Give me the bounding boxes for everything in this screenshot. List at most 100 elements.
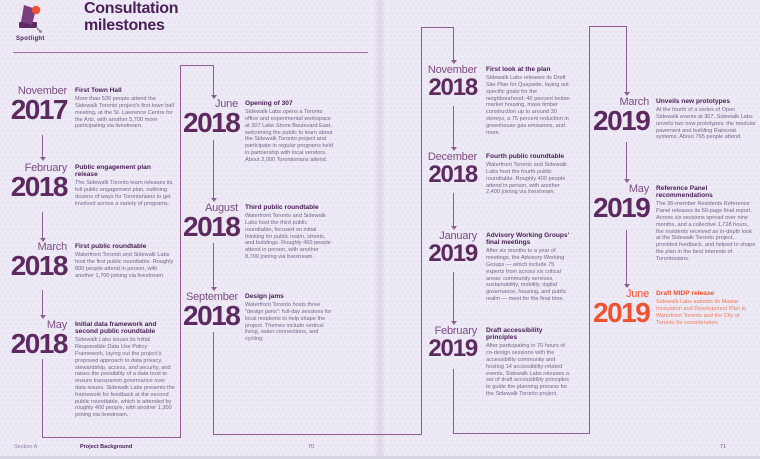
entry-month: March [37,241,67,253]
timeline-entry: May 2018 Initial data framework and seco… [8,320,175,419]
entry-month: February [24,162,68,174]
entry-year: 2018 [183,107,241,138]
entry-title: Design jams [245,293,284,300]
timeline-connector [421,27,422,434]
entry-year: 2018 [428,161,478,188]
entry-title: Opening of 307 [245,100,293,107]
entry-title: Public engagement plan release [75,164,151,179]
entry-date: May 2019 [593,184,651,222]
timeline-connector [453,433,590,434]
arrow-down-icon [211,287,217,291]
entry-body: Waterfront Toronto and Sidewalk Labs hos… [245,213,331,260]
timeline-connector [213,332,214,434]
entry-month: August [204,202,238,214]
entry-year: 2019 [593,105,651,136]
entry-month: June [625,288,649,300]
timeline-entry: June 2019 Draft MIDP release Sidewalk La… [593,288,756,327]
entry-year: 2018 [10,328,69,359]
entry-year: 2018 [428,74,478,101]
arrow-down-icon [624,179,630,183]
timeline-connector [453,27,454,61]
timeline-connector [42,212,43,239]
timeline-entry: August 2018 Third public roundtable Wate… [183,203,333,261]
timeline-connector [626,26,627,93]
timeline-entry: November 2017 First Town Hall More than … [8,86,175,130]
entry-title: Draft accessibility principles [486,327,543,342]
arrow-down-icon [211,95,217,99]
timeline-entry: March 2019 Unveils new prototypes At the… [593,97,756,141]
entry-title: Unveils new prototypes [656,98,731,105]
entry-text: Initial data framework and second public… [75,320,175,419]
spotlight-label: Spotlight [16,36,45,42]
entry-title: First Town Hall [75,87,122,94]
entry-text: Third public roundtable Waterfront Toron… [245,203,333,261]
entry-date: May 2018 [8,319,69,359]
entry-date: November 2017 [8,85,69,125]
entry-text: Public engagement plan release The Sidew… [75,163,175,208]
timeline-connector [453,193,454,227]
timeline-connector [213,65,214,96]
entry-body: Sidewalk Labs opens a Toronto office and… [245,109,333,163]
entry-year: 2017 [10,94,69,125]
timeline-connector [213,140,214,199]
timeline-entry: September 2018 Design jams Waterfront To… [183,292,333,343]
timeline-entry: January 2019 Advisory Working Groups' fi… [423,231,572,303]
entry-year: 2018 [183,211,241,242]
entry-text: Unveils new prototypes At the fourth of … [656,97,756,141]
arrow-down-icon [40,315,46,319]
entry-title: First public roundtable [75,243,147,250]
timeline-connector [453,272,454,322]
entry-body: Waterfront Toronto hosts three "design j… [245,302,332,343]
timeline-connector [213,243,214,288]
timeline-connector [421,27,454,28]
page-number-left: 70 [308,444,315,450]
entry-text: Opening of 307 Sidewalk Labs opens a Tor… [245,99,333,164]
arrow-down-icon [451,60,457,64]
entry-body: After six months to a year of meetings, … [486,248,567,302]
entry-date: February 2019 [423,325,478,361]
arrow-down-icon [451,147,457,151]
entry-month: September [185,291,238,303]
entry-title: Advisory Working Groups' final meetings [486,232,570,247]
entry-year: 2018 [183,300,241,331]
timeline-entry: March 2018 First public roundtable Water… [8,241,175,280]
page-number-right: 71 [720,444,727,450]
entry-date: March 2018 [8,241,69,280]
entry-month: November [17,85,67,97]
timeline-entry: June 2018 Opening of 307 Sidewalk Labs o… [183,99,333,164]
page-bottom-edge [0,456,760,459]
entry-date: June 2018 [183,98,241,138]
spotlight-icon [19,5,42,33]
timeline-entry: February 2019 Draft accessibility princi… [423,326,572,398]
arrow-down-icon [211,198,217,202]
entry-title: Draft MIDP release [656,290,715,297]
timeline-connector [180,65,214,66]
entry-text: First public roundtable Waterfront Toron… [75,242,175,279]
entry-year: 2018 [10,171,69,202]
entry-title: Fourth public roundtable [486,153,565,160]
entry-body: Sidewalk Labs issues its Initial Respons… [75,337,175,419]
entry-month: January [439,230,477,242]
entry-title: Initial data framework and second public… [75,321,157,336]
entry-body: Waterfront Toronto and Sidewalk Labs hos… [486,162,567,196]
entry-title: Reference Panel recommendations [656,185,713,200]
timeline-connector [42,135,43,158]
timeline-connector [453,106,454,148]
entry-month: June [214,98,238,110]
entry-month: February [434,325,478,337]
arrow-down-icon [40,157,46,161]
entry-body: Sidewalk Labs releases its Draft Site Pl… [486,75,571,136]
entry-month: May [46,319,67,331]
entry-body: The 36-member Residents Reference Panel … [656,201,756,262]
entry-year: 2019 [428,240,478,267]
entry-date: January 2019 [423,230,478,267]
entry-body: Waterfront Toronto and Sidewalk Labs hos… [75,252,174,279]
timeline-connector [589,26,626,27]
entry-text: Advisory Working Groups' final meetings … [486,231,572,303]
timeline-entry: December 2018 Fourth public roundtable W… [423,152,572,196]
arrow-down-icon [40,238,46,242]
timeline-connector [213,434,422,435]
arrow-down-icon [451,321,457,325]
entry-body: At the fourth of a series of Open Sidewa… [656,107,756,141]
